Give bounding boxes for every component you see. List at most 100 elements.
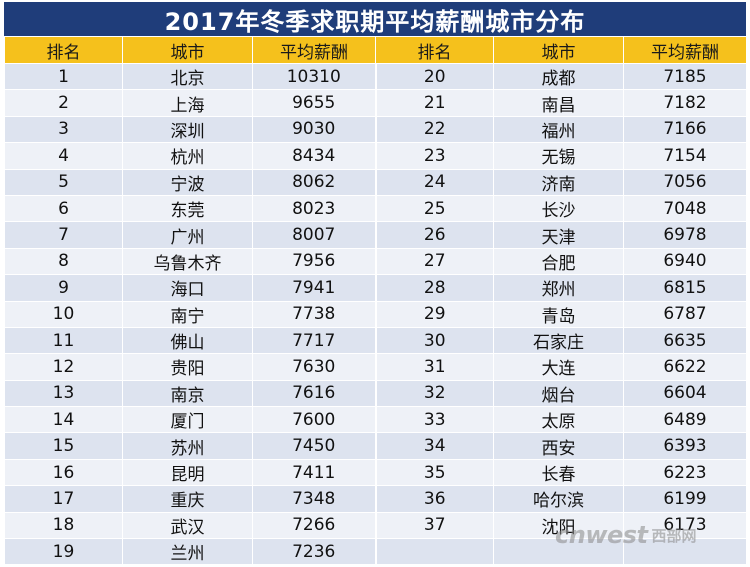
city-cell: 无锡 — [493, 142, 624, 170]
rank-cell: 7 — [4, 221, 123, 249]
salary-cell: 7182 — [623, 89, 747, 117]
salary-cell: 7154 — [623, 142, 747, 170]
rank-cell: 13 — [4, 380, 123, 408]
table-row: 1 北京 10310 20 成都 7185 — [4, 63, 747, 91]
table-title: 2017年冬季求职期平均薪酬城市分布 — [4, 2, 746, 36]
rank-cell: 23 — [375, 142, 494, 170]
city-cell: 西安 — [493, 432, 624, 460]
table-row: 5 宁波 8062 24 济南 7056 — [4, 169, 747, 196]
salary-cell: 6173 — [623, 512, 747, 540]
salary-cell: 6815 — [623, 274, 747, 302]
rank-cell: 16 — [4, 459, 123, 487]
city-cell: 乌鲁木齐 — [122, 248, 253, 276]
rank-cell: 6 — [4, 195, 123, 223]
salary-cell: 8062 — [252, 169, 377, 196]
rank-cell: 34 — [375, 432, 494, 460]
salary-cell: 6199 — [623, 485, 747, 513]
city-cell: 兰州 — [122, 538, 253, 566]
table-row: 3 深圳 9030 22 福州 7166 — [4, 116, 747, 144]
salary-cell: 7616 — [252, 380, 377, 408]
rank-cell: 30 — [375, 327, 494, 355]
salary-cell: 6622 — [623, 353, 747, 381]
table-row: 10 南宁 7738 29 青岛 6787 — [4, 301, 747, 328]
city-cell: 昆明 — [122, 459, 253, 487]
rank-cell: 29 — [375, 301, 494, 328]
city-cell: 厦门 — [122, 406, 253, 434]
salary-cell: 7185 — [623, 63, 747, 91]
rank-cell: 36 — [375, 485, 494, 513]
salary-cell: 9655 — [252, 89, 377, 117]
salary-cell: 7411 — [252, 459, 377, 487]
city-cell: 宁波 — [122, 169, 253, 196]
city-cell: 贵阳 — [122, 353, 253, 381]
rank-cell: 4 — [4, 142, 123, 170]
rank-cell: 2 — [4, 89, 123, 117]
salary-cell: 7738 — [252, 301, 377, 328]
city-cell: 合肥 — [493, 248, 624, 276]
salary-cell: 7941 — [252, 274, 377, 302]
city-cell: 烟台 — [493, 380, 624, 408]
table-row: 6 东莞 8023 25 长沙 7048 — [4, 195, 747, 223]
city-cell: 天津 — [493, 221, 624, 249]
salary-cell: 7236 — [252, 538, 377, 566]
salary-cell: 7956 — [252, 248, 377, 276]
city-cell: 济南 — [493, 169, 624, 196]
table-row: 9 海口 7941 28 郑州 6815 — [4, 274, 747, 302]
rank-cell: 27 — [375, 248, 494, 276]
rank-cell: 10 — [4, 301, 123, 328]
city-cell: 大连 — [493, 353, 624, 381]
salary-table: 排名 城市 平均薪酬 排名 城市 平均薪酬 1 北京 10310 20 成都 7… — [4, 36, 747, 566]
rank-cell: 24 — [375, 169, 494, 196]
salary-cell: 8434 — [252, 142, 377, 170]
salary-cell: 8023 — [252, 195, 377, 223]
city-cell: 太原 — [493, 406, 624, 434]
salary-cell: 7348 — [252, 485, 377, 513]
rank-cell: 35 — [375, 459, 494, 487]
table-row: 4 杭州 8434 23 无锡 7154 — [4, 142, 747, 170]
city-cell: 北京 — [122, 63, 253, 91]
rank-cell: 26 — [375, 221, 494, 249]
city-cell: 南京 — [122, 380, 253, 408]
salary-cell: 6787 — [623, 301, 747, 328]
salary-cell: 7717 — [252, 327, 377, 355]
salary-cell: 7048 — [623, 195, 747, 223]
rank-cell: 12 — [4, 353, 123, 381]
salary-cell: 9030 — [252, 116, 377, 144]
table-row: 18 武汉 7266 37 沈阳 6173 — [4, 512, 747, 540]
salary-cell: 10310 — [252, 63, 377, 91]
city-cell: 青岛 — [493, 301, 624, 328]
table-row: 2 上海 9655 21 南昌 7182 — [4, 89, 747, 117]
table-row: 8 乌鲁木齐 7956 27 合肥 6940 — [4, 248, 747, 276]
rank-cell: 21 — [375, 89, 494, 117]
empty-cell — [375, 538, 494, 566]
table-row: 13 南京 7616 32 烟台 6604 — [4, 380, 747, 408]
rank-cell: 5 — [4, 169, 123, 196]
city-cell: 石家庄 — [493, 327, 624, 355]
city-cell: 南昌 — [493, 89, 624, 117]
salary-cell: 6978 — [623, 221, 747, 249]
rank-cell: 20 — [375, 63, 494, 91]
city-cell: 武汉 — [122, 512, 253, 540]
city-cell: 广州 — [122, 221, 253, 249]
city-cell: 沈阳 — [493, 512, 624, 540]
city-cell: 哈尔滨 — [493, 485, 624, 513]
table-row: 17 重庆 7348 36 哈尔滨 6199 — [4, 485, 747, 513]
header-salary-left: 平均薪酬 — [252, 36, 376, 64]
salary-cell: 6393 — [623, 432, 747, 460]
table-row: 14 厦门 7600 33 太原 6489 — [4, 406, 747, 434]
rank-cell: 18 — [4, 512, 123, 540]
rank-cell: 31 — [375, 353, 494, 381]
rank-cell: 1 — [4, 63, 123, 91]
city-cell: 长春 — [493, 459, 624, 487]
salary-cell: 7630 — [252, 353, 377, 381]
table-row: 12 贵阳 7630 31 大连 6622 — [4, 353, 747, 381]
table-row: 19 兰州 7236 — [4, 538, 747, 566]
rank-cell: 11 — [4, 327, 123, 355]
rank-cell: 32 — [375, 380, 494, 408]
table-row: 15 苏州 7450 34 西安 6393 — [4, 432, 747, 460]
salary-cell: 6223 — [623, 459, 747, 487]
table-row: 7 广州 8007 26 天津 6978 — [4, 221, 747, 249]
rank-cell: 28 — [375, 274, 494, 302]
city-cell: 长沙 — [493, 195, 624, 223]
